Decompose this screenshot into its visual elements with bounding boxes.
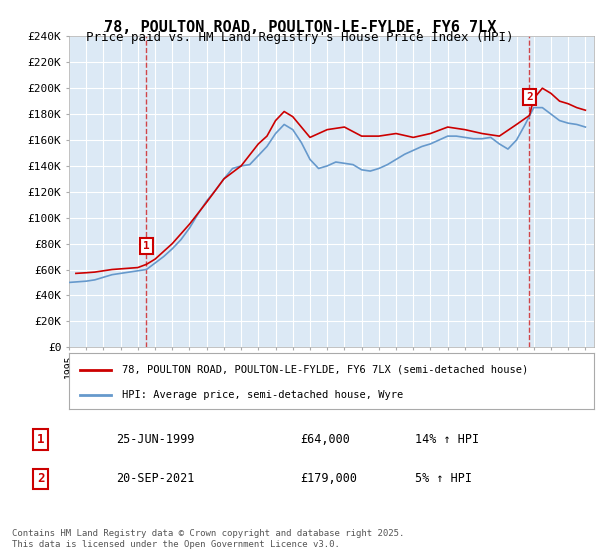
- Text: Price paid vs. HM Land Registry's House Price Index (HPI): Price paid vs. HM Land Registry's House …: [86, 31, 514, 44]
- Text: 14% ↑ HPI: 14% ↑ HPI: [415, 433, 479, 446]
- Text: £64,000: £64,000: [300, 433, 350, 446]
- Text: 1: 1: [37, 433, 44, 446]
- Text: HPI: Average price, semi-detached house, Wyre: HPI: Average price, semi-detached house,…: [121, 390, 403, 400]
- Text: 78, POULTON ROAD, POULTON-LE-FYLDE, FY6 7LX: 78, POULTON ROAD, POULTON-LE-FYLDE, FY6 …: [104, 20, 496, 35]
- Text: 78, POULTON ROAD, POULTON-LE-FYLDE, FY6 7LX (semi-detached house): 78, POULTON ROAD, POULTON-LE-FYLDE, FY6 …: [121, 365, 528, 375]
- Text: £179,000: £179,000: [300, 473, 357, 486]
- Text: 2: 2: [526, 92, 533, 102]
- Text: 1: 1: [143, 241, 150, 251]
- Text: 20-SEP-2021: 20-SEP-2021: [116, 473, 194, 486]
- Text: 2: 2: [37, 473, 44, 486]
- Text: 25-JUN-1999: 25-JUN-1999: [116, 433, 194, 446]
- Text: 5% ↑ HPI: 5% ↑ HPI: [415, 473, 472, 486]
- Text: Contains HM Land Registry data © Crown copyright and database right 2025.
This d: Contains HM Land Registry data © Crown c…: [12, 529, 404, 549]
